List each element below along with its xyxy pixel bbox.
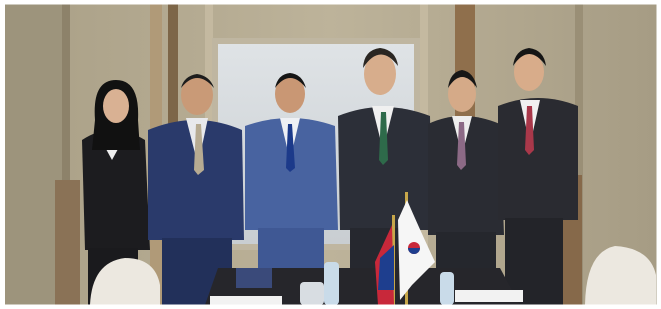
shape xyxy=(55,180,80,305)
shape xyxy=(103,89,129,123)
page: (() => { const data = JSON.parse(documen… xyxy=(0,0,661,309)
shape xyxy=(300,282,324,305)
shape xyxy=(498,98,578,220)
shape xyxy=(436,232,496,268)
shape xyxy=(324,262,339,305)
photo xyxy=(0,0,661,309)
shape xyxy=(258,228,324,268)
shape xyxy=(440,272,454,305)
shape xyxy=(236,268,272,288)
shape xyxy=(455,290,523,302)
shape xyxy=(210,296,282,305)
